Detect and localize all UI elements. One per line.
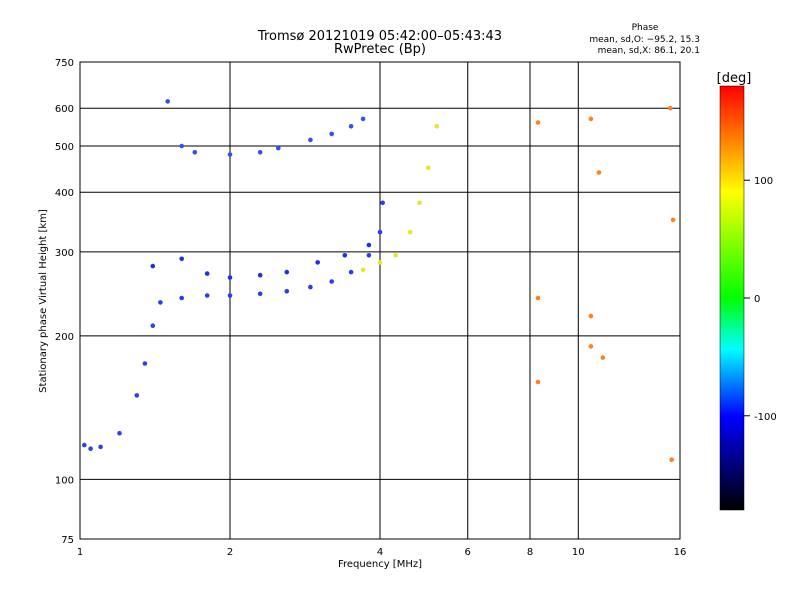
phase-line-o: mean, sd,O: −95.2, 15.3 — [589, 35, 700, 45]
data-point — [227, 275, 233, 280]
x-tick-label: 4 — [377, 547, 383, 558]
data-points — [82, 99, 676, 463]
x-tick-label: 10 — [572, 547, 585, 558]
data-point — [204, 271, 210, 276]
y-tick-label: 400 — [55, 188, 74, 199]
phase-line-x: mean, sd,X: 86.1, 20.1 — [598, 46, 700, 56]
data-point — [377, 229, 383, 235]
data-point — [227, 152, 233, 157]
data-point — [588, 116, 594, 122]
data-point — [257, 150, 263, 155]
data-point — [82, 442, 87, 448]
data-point — [366, 242, 372, 248]
x-tick-label: 1 — [77, 547, 83, 558]
data-point — [98, 444, 103, 450]
x-tick-label: 6 — [465, 547, 471, 558]
data-point — [165, 99, 170, 104]
data-point — [308, 284, 313, 290]
data-point — [535, 120, 541, 125]
colorbar — [719, 85, 745, 511]
data-point — [360, 267, 366, 273]
colorbar-tick-label: 100 — [754, 176, 773, 187]
data-point — [158, 300, 163, 305]
data-point — [434, 124, 440, 129]
y-tick-label: 75 — [61, 535, 74, 546]
colorbar-ticks: 100 0 -100 — [744, 176, 777, 423]
y-tick-label: 600 — [55, 104, 74, 115]
y-tick-label: 300 — [55, 248, 74, 259]
data-point — [393, 253, 399, 258]
data-point — [535, 379, 541, 385]
data-point — [596, 170, 602, 175]
data-point — [342, 253, 348, 258]
data-point — [588, 344, 594, 349]
data-point — [417, 200, 422, 206]
data-point — [329, 279, 335, 284]
data-point — [117, 430, 122, 436]
data-point — [257, 272, 263, 278]
data-point — [600, 355, 606, 360]
data-point — [192, 150, 198, 155]
data-point — [380, 200, 386, 206]
phase-heading: Phase — [632, 23, 659, 33]
data-point — [670, 217, 676, 223]
data-point — [426, 165, 431, 171]
data-point — [142, 361, 148, 366]
colorbar-tick-label: -100 — [754, 412, 777, 423]
tick-labels: 1 2 4 6 8 10 16 75 100 200 300 400 500 600 750 — [55, 58, 686, 558]
data-point — [257, 291, 263, 297]
data-point — [407, 229, 413, 235]
x-tick-label: 8 — [527, 547, 533, 558]
data-point — [377, 260, 383, 265]
y-axis-label: Stationary phase Virtual Height [km] — [38, 209, 49, 393]
colorbar-label: [deg] — [717, 71, 752, 86]
data-point — [204, 293, 210, 298]
x-axis-label: Frequency [MHz] — [338, 559, 422, 570]
x-tick-label: 16 — [674, 547, 687, 558]
data-point — [134, 393, 140, 398]
data-point — [329, 131, 335, 137]
data-point — [179, 256, 184, 262]
data-point — [88, 446, 93, 452]
data-point — [150, 323, 156, 329]
data-point — [315, 260, 321, 265]
data-point — [284, 289, 290, 294]
data-point — [588, 313, 594, 319]
y-tick-label: 750 — [55, 58, 74, 69]
x-tick-label: 2 — [227, 547, 233, 558]
data-point — [366, 253, 372, 258]
grid-lines — [80, 62, 680, 539]
data-point — [150, 263, 156, 269]
chart-subtitle: RwPretec (Bp) — [334, 42, 426, 57]
data-point — [308, 137, 313, 143]
chart-title: Tromsø 20121019 05:42:00–05:43:43 — [257, 29, 502, 44]
y-tick-label: 100 — [55, 475, 74, 486]
data-point — [348, 269, 354, 275]
data-point — [284, 269, 290, 275]
y-tick-label: 500 — [55, 142, 74, 153]
data-point — [535, 295, 541, 301]
data-point — [276, 145, 281, 151]
data-point — [348, 124, 354, 129]
colorbar-tick-label: 0 — [754, 294, 760, 305]
data-point — [179, 295, 184, 301]
data-point — [669, 457, 674, 463]
data-point — [179, 143, 184, 149]
data-point — [668, 105, 673, 111]
y-tick-label: 200 — [55, 332, 74, 343]
data-point — [360, 116, 366, 122]
data-point — [227, 293, 233, 298]
